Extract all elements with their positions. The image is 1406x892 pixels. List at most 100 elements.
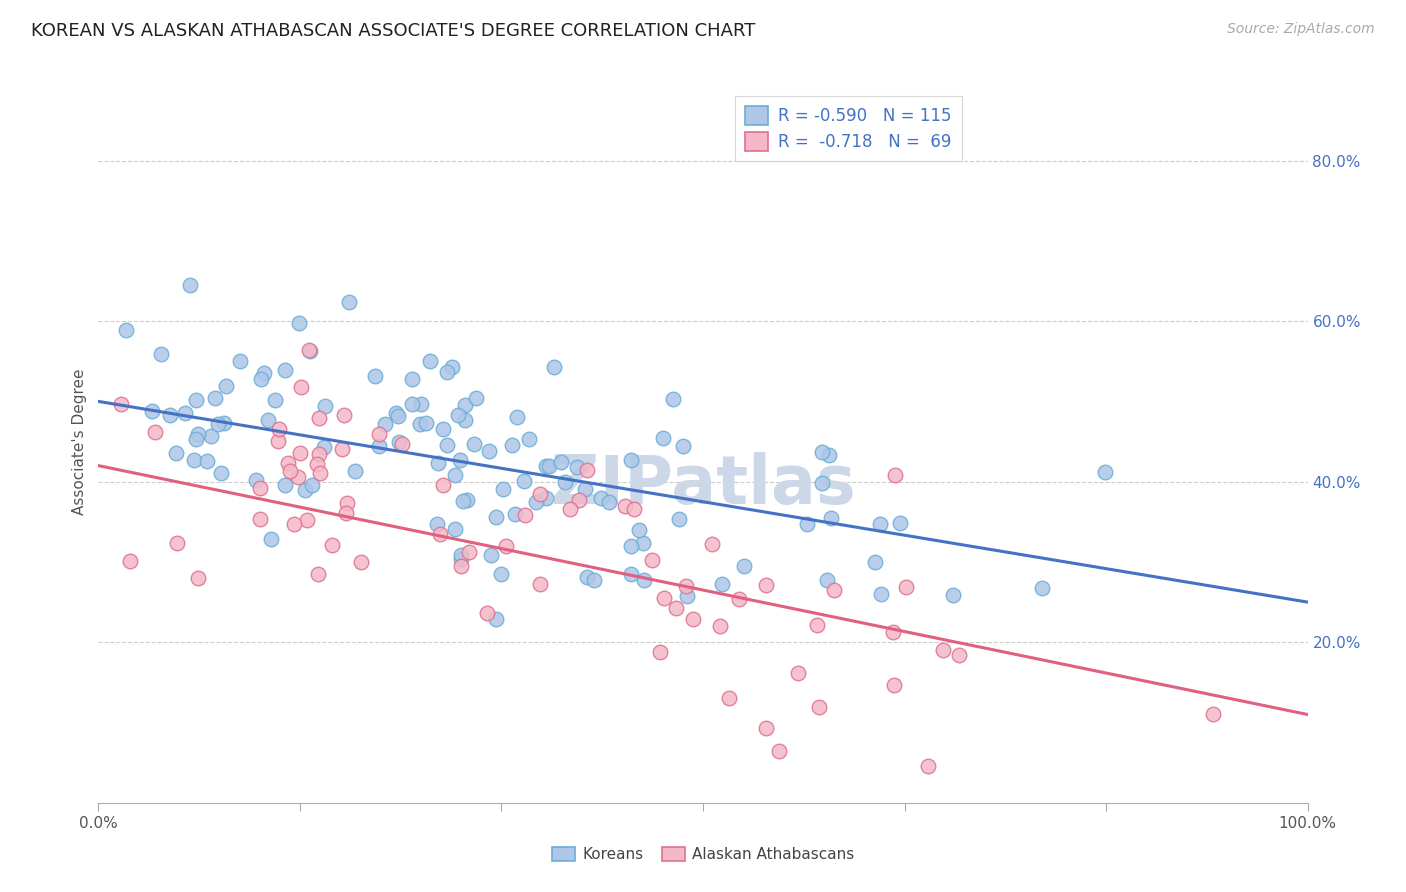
Point xyxy=(513,508,536,523)
Point xyxy=(869,516,891,531)
Point xyxy=(145,425,167,439)
Point xyxy=(787,666,810,681)
Point xyxy=(517,432,540,446)
Point xyxy=(387,409,409,423)
Point xyxy=(429,527,451,541)
Point xyxy=(401,396,423,410)
Point xyxy=(501,438,523,452)
Point xyxy=(179,278,201,293)
Point xyxy=(419,353,441,368)
Point xyxy=(288,445,311,459)
Point xyxy=(582,573,605,587)
Point xyxy=(278,464,301,478)
Point xyxy=(652,431,675,445)
Point xyxy=(648,645,671,659)
Point xyxy=(728,591,751,606)
Point xyxy=(212,416,235,430)
Point xyxy=(932,643,955,657)
Point xyxy=(277,456,299,470)
Point xyxy=(806,617,828,632)
Point xyxy=(274,362,297,376)
Point xyxy=(187,571,209,585)
Point xyxy=(454,413,477,427)
Point xyxy=(110,396,132,410)
Point xyxy=(598,495,620,509)
Point xyxy=(709,619,731,633)
Point xyxy=(288,316,311,330)
Point xyxy=(330,442,353,456)
Point xyxy=(287,470,309,484)
Point xyxy=(294,483,316,498)
Point xyxy=(229,354,252,368)
Point xyxy=(1094,465,1116,479)
Point xyxy=(305,457,328,471)
Point xyxy=(620,452,643,467)
Point xyxy=(207,417,229,431)
Point xyxy=(479,548,502,562)
Point xyxy=(443,522,465,536)
Point xyxy=(529,577,551,591)
Point xyxy=(538,459,561,474)
Point xyxy=(283,516,305,531)
Point xyxy=(495,539,517,553)
Point xyxy=(818,448,841,462)
Point xyxy=(333,408,356,422)
Point xyxy=(195,454,218,468)
Point xyxy=(894,580,917,594)
Point xyxy=(820,511,842,525)
Point xyxy=(309,467,332,481)
Point xyxy=(335,506,357,520)
Point xyxy=(1202,706,1225,721)
Point xyxy=(391,437,413,451)
Point xyxy=(672,439,695,453)
Point xyxy=(253,366,276,380)
Point xyxy=(464,392,486,406)
Point xyxy=(350,555,373,569)
Point xyxy=(492,482,515,496)
Y-axis label: Associate's Degree: Associate's Degree xyxy=(72,368,87,515)
Point xyxy=(183,452,205,467)
Point xyxy=(485,612,508,626)
Text: ZIPatlas: ZIPatlas xyxy=(551,452,855,518)
Point xyxy=(450,551,472,566)
Point xyxy=(308,411,330,425)
Point xyxy=(755,578,778,592)
Point xyxy=(150,347,173,361)
Point xyxy=(432,478,454,492)
Point xyxy=(450,548,472,562)
Point xyxy=(506,409,529,424)
Point xyxy=(374,417,396,431)
Legend: R = -0.590   N = 115, R =  -0.718   N =  69: R = -0.590 N = 115, R = -0.718 N = 69 xyxy=(735,95,962,161)
Point xyxy=(187,427,209,442)
Point xyxy=(165,446,187,460)
Point xyxy=(409,417,432,432)
Point xyxy=(450,559,472,574)
Point xyxy=(295,513,318,527)
Point xyxy=(409,397,432,411)
Point xyxy=(633,573,655,587)
Point xyxy=(882,624,904,639)
Point xyxy=(249,481,271,495)
Point xyxy=(426,516,449,531)
Point xyxy=(591,491,613,505)
Point xyxy=(489,567,512,582)
Point xyxy=(312,440,335,454)
Point xyxy=(534,458,557,473)
Point xyxy=(321,538,343,552)
Point xyxy=(385,407,408,421)
Point xyxy=(441,359,464,374)
Point xyxy=(682,612,704,626)
Point xyxy=(512,474,534,488)
Point xyxy=(870,587,893,601)
Point xyxy=(267,422,290,436)
Point xyxy=(810,445,832,459)
Point xyxy=(536,491,558,506)
Point xyxy=(451,494,474,508)
Point xyxy=(115,323,138,337)
Text: Source: ZipAtlas.com: Source: ZipAtlas.com xyxy=(1227,22,1375,37)
Point xyxy=(432,422,454,436)
Point xyxy=(554,475,576,490)
Point xyxy=(443,467,465,482)
Point xyxy=(676,589,699,603)
Point xyxy=(652,591,675,605)
